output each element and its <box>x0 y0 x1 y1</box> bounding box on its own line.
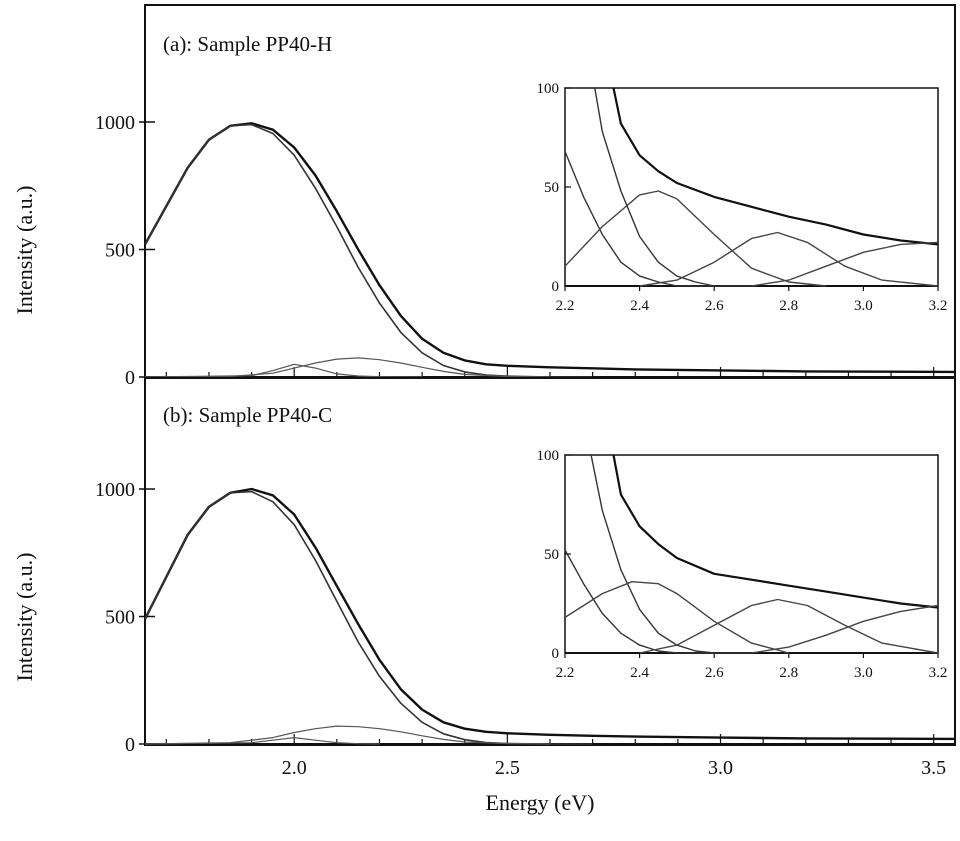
panel-a-inset-frame <box>564 87 939 287</box>
inset-x-tick-label: 2.4 <box>630 298 649 314</box>
inset-x-tick-label: 2.4 <box>630 665 649 681</box>
inset-x-tick-label: 2.6 <box>705 665 724 681</box>
inset-series-line-1 <box>594 87 752 287</box>
series-line-3 <box>144 357 551 378</box>
panel-b-inset-frame <box>564 454 939 654</box>
panel-a-inset: 0 50 100 2.2 2.4 2.6 2.8 3.0 3.2 <box>537 81 948 314</box>
x-tick-label: 2.5 <box>495 757 520 779</box>
inset-x-tick-label: 2.8 <box>779 298 798 314</box>
inset-series-line-4 <box>639 231 939 287</box>
inset-x-tick-label: 3.0 <box>854 665 873 681</box>
panel-a: (a): Sample PP40-H Intensity (a.u.) 0500… <box>12 4 956 389</box>
inset-series-line-5 <box>751 241 939 287</box>
inset-x-tick-label: 2.2 <box>556 665 575 681</box>
inset-x-tick-label: 2.8 <box>779 665 798 681</box>
inset-series-line-3 <box>564 190 827 287</box>
series-line-3 <box>144 725 551 745</box>
series-line-0 <box>143 122 956 374</box>
panel-b: (b): Sample PP40-C Intensity (a.u.) Ener… <box>12 377 956 815</box>
panel-b-title: (b): Sample PP40-C <box>163 403 332 427</box>
inset-y-tick-label: 100 <box>537 81 560 97</box>
inset-series-line-4 <box>639 598 939 654</box>
panel-a-inset-marks: 0 50 100 2.2 2.4 2.6 2.8 3.0 3.2 <box>537 81 948 314</box>
inset-y-tick-label: 50 <box>544 547 559 563</box>
inset-x-tick-label: 3.2 <box>929 298 948 314</box>
inset-y-tick-label: 100 <box>537 448 560 464</box>
series-line-1 <box>144 490 593 745</box>
y-tick-label: 1000 <box>95 112 135 134</box>
inset-series-line-2 <box>564 549 715 654</box>
series-line-0 <box>143 487 956 741</box>
y-tick-label: 0 <box>125 367 135 389</box>
inset-series-line-0 <box>612 87 939 246</box>
x-tick-label: 3.0 <box>708 757 733 779</box>
inset-series-line-5 <box>751 604 939 654</box>
panel-b-xlabel: Energy (eV) <box>486 790 595 815</box>
inset-x-tick-label: 3.2 <box>929 665 948 681</box>
panel-a-ylabel: Intensity (a.u.) <box>12 186 37 315</box>
panel-b-inset-marks: 0 50 100 2.2 2.4 2.6 2.8 3.0 3.2 <box>537 448 948 681</box>
inset-x-tick-label: 3.0 <box>854 298 873 314</box>
panel-a-title: (a): Sample PP40-H <box>163 32 332 56</box>
panel-b-inset: 0 50 100 2.2 2.4 2.6 2.8 3.0 3.2 <box>537 448 948 681</box>
x-tick-label: 3.5 <box>921 757 946 779</box>
inset-series-line-2 <box>564 151 715 287</box>
y-tick-label: 1000 <box>95 479 135 501</box>
panel-b-ylabel: Intensity (a.u.) <box>12 553 37 682</box>
series-line-2 <box>144 736 380 745</box>
x-tick-label: 2.0 <box>282 757 307 779</box>
series-line-1 <box>144 123 593 378</box>
inset-y-tick-label: 0 <box>552 646 560 662</box>
inset-x-tick-label: 2.6 <box>705 298 724 314</box>
inset-y-tick-label: 0 <box>552 279 560 295</box>
y-tick-label: 500 <box>105 607 135 629</box>
inset-series-line-0 <box>612 454 939 609</box>
inset-y-tick-label: 50 <box>544 180 559 196</box>
y-tick-label: 500 <box>105 240 135 262</box>
inset-series-line-3 <box>564 581 789 654</box>
y-tick-label: 0 <box>125 734 135 756</box>
inset-x-tick-label: 2.2 <box>556 298 575 314</box>
